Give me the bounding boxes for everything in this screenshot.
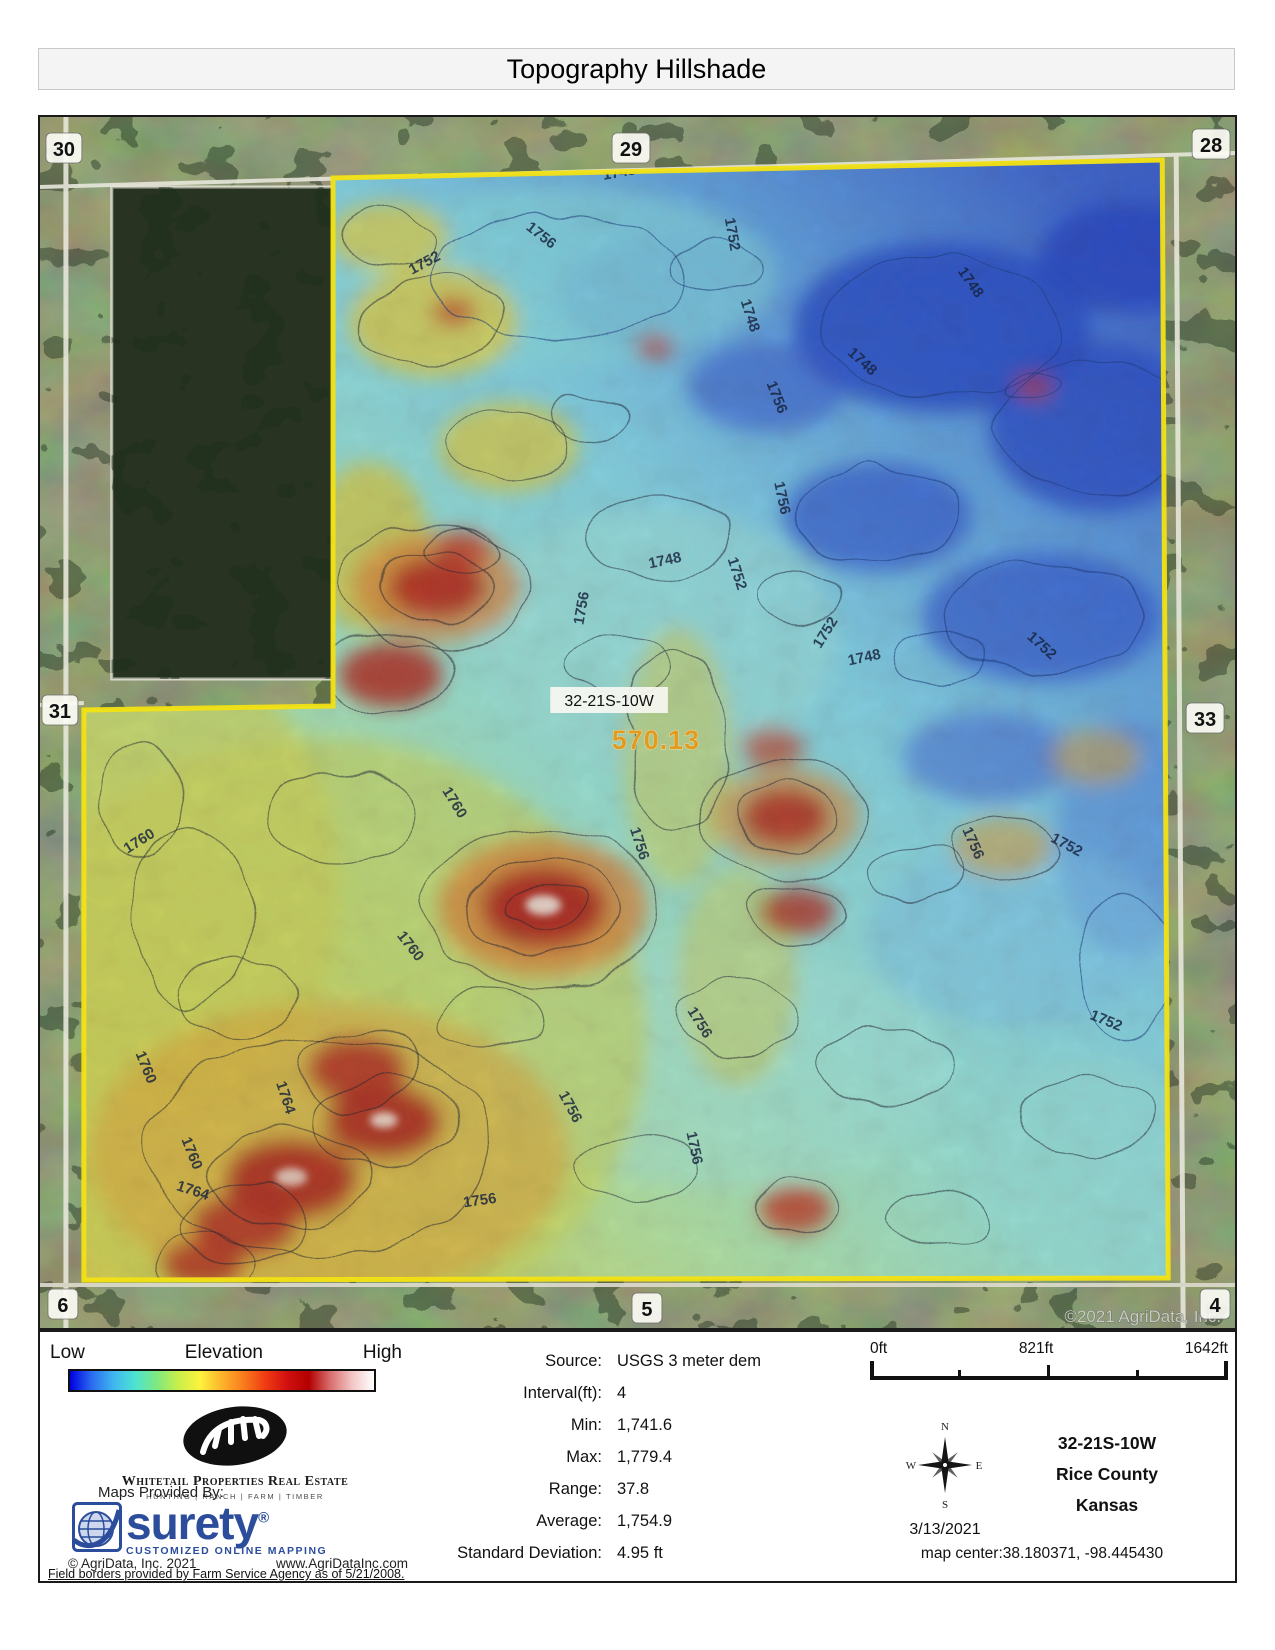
section-badge-30: 30 [45,132,83,164]
stat-value: USGS 3 meter dem [617,1352,761,1370]
parcel-acres-label: 570.13 [612,725,700,755]
surety-registered-mark: ® [258,1509,270,1527]
svg-text:33: 33 [1194,709,1216,731]
contour-lines [99,208,1169,1280]
stat-value: 1,754.9 [617,1512,673,1530]
svg-text:5: 5 [641,1299,652,1321]
section-badge-6: 6 [47,1288,79,1320]
svg-text:E: E [976,1460,983,1472]
svg-text:1748: 1748 [846,646,882,670]
section-badge-31: 31 [41,694,79,726]
legend-title: Elevation [184,1342,263,1363]
scale-bar: 0ft 821ft 1642ft [870,1340,1228,1386]
topography-map: 1748 1756 1752 1752 1748 1756 1748 1748 … [40,117,1235,1328]
map-center-coordinates: map center:38.180371, -98.445430 [920,1545,1164,1562]
compass-rose-icon: N S W E [906,1421,983,1511]
svg-text:31: 31 [49,701,71,723]
svg-text:1756: 1756 [770,480,794,516]
elevation-legend-labels: Low Elevation High [50,1342,402,1364]
section-badge-4: 4 [1199,1288,1231,1320]
legend-high-label: High [362,1342,402,1363]
svg-text:S: S [942,1499,948,1510]
whitetail-antler-icon [183,1406,287,1466]
stat-label: Max: [566,1448,602,1466]
agridata-copyright: © AgriData, Inc. 2021 [68,1556,197,1571]
parcel-trs-label: 32-21S-10W [564,693,654,710]
stat-label: Average: [536,1512,602,1530]
section-badge-33: 33 [1185,702,1225,734]
stat-value: 4.95 ft [617,1544,663,1562]
surety-logo-block: surety® CUSTOMIZED ONLINE MAPPING [72,1500,328,1557]
stat-label: Min: [570,1416,602,1434]
surety-tagline: CUSTOMIZED ONLINE MAPPING [126,1544,328,1557]
whitetail-logo-block: Whitetail Properties Real Estate HUNTING… [70,1402,400,1501]
svg-text:29: 29 [620,139,642,161]
parcel-center-labels: 32-21S-10W 570.13 [550,687,700,755]
map-date: 3/13/2021 [909,1521,981,1538]
svg-text:28: 28 [1200,135,1222,157]
section-badge-29: 29 [611,132,651,164]
stat-label: Standard Deviation: [457,1544,602,1562]
svg-text:1756: 1756 [682,1130,706,1166]
legend-low-label: Low [50,1342,85,1363]
stat-label: Source: [545,1352,602,1370]
stat-label: Range: [548,1480,602,1498]
scale-tick-end: 1642ft [1184,1340,1228,1357]
wooded-field [110,185,335,681]
svg-text:6: 6 [57,1295,68,1317]
stat-value: 37.8 [617,1480,650,1498]
scale-tick-mid: 821ft [1018,1340,1054,1357]
scale-tick-0: 0ft [870,1340,888,1357]
svg-text:30: 30 [53,139,75,161]
location-block: 32-21S-10W Rice County Kansas [1002,1428,1212,1521]
svg-text:1752: 1752 [721,216,743,252]
compass-block: N S W E 3/13/2021 [885,1418,1005,1539]
maps-provided-by-label: Maps Provided By: [98,1484,224,1501]
svg-text:4: 4 [1210,1295,1221,1317]
location-trs: 32-21S-10W [1057,1433,1157,1453]
stat-value: 1,779.4 [617,1448,673,1466]
whitetail-company-name: Whitetail Properties Real Estate [121,1474,349,1489]
field-borders-note: Field borders provided by Farm Service A… [48,1567,405,1581]
location-state: Kansas [1075,1495,1139,1515]
stat-value: 4 [617,1384,627,1402]
section-badge-28: 28 [1191,128,1231,160]
location-county: Rice County [1055,1464,1159,1484]
whitetail-tagline: HUNTING | RANCH | FARM | TIMBER [146,1492,324,1501]
map-watermark: ©2021 AgriData, Inc. [1064,1307,1221,1326]
svg-text:W: W [906,1460,917,1472]
stat-label: Interval(ft): [523,1384,602,1402]
page-title: Topography Hillshade [38,48,1235,90]
svg-text:N: N [941,1421,949,1433]
scale-bar-graphic [870,1361,1228,1380]
svg-text:1756: 1756 [462,1190,497,1212]
stat-value: 1,741.6 [617,1416,673,1434]
svg-text:1756: 1756 [571,590,593,626]
map-canvas[interactable]: 1748 1756 1752 1752 1748 1756 1748 1748 … [38,115,1237,1330]
agridata-website: www.AgriDataInc.com [275,1556,408,1571]
elevation-gradient-bar [68,1369,376,1392]
svg-text:1748: 1748 [647,549,683,573]
info-panel: Low Elevation High Whitetail Properties … [38,1330,1237,1583]
surety-globe-icon [72,1502,122,1552]
surety-wordmark: surety [126,1497,259,1549]
elevation-stats: Source: USGS 3 meter dem Interval(ft): 4 M… [340,1352,820,1576]
section-badge-5: 5 [631,1292,663,1324]
parcel-boundary [81,157,1171,1283]
